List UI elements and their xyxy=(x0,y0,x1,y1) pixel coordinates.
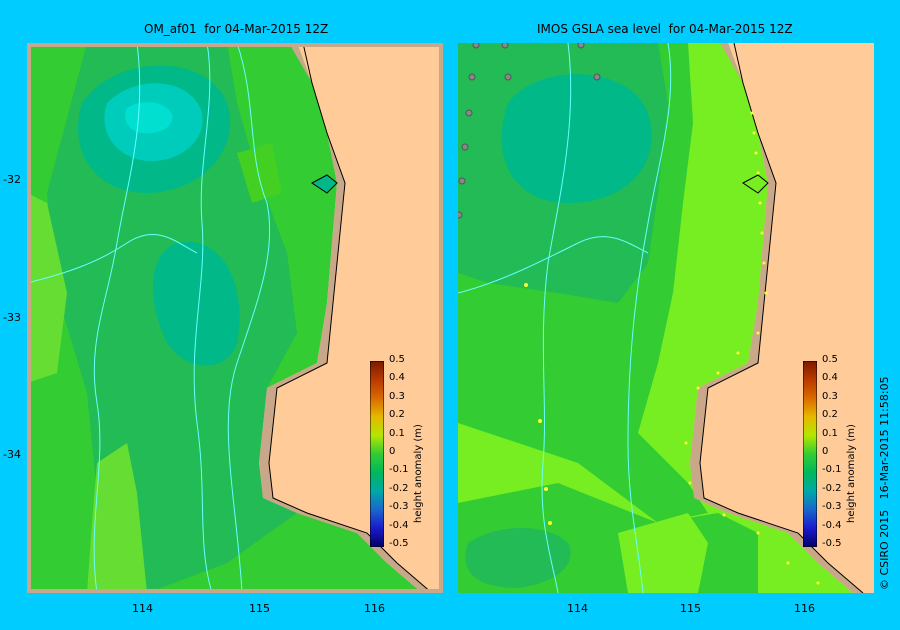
right-track-dots xyxy=(458,43,601,219)
left-cbar-tick: 0.1 xyxy=(389,428,405,439)
left-cbar-tick: -0.2 xyxy=(389,483,409,494)
y-tick-label: -32 xyxy=(3,173,21,186)
right-cbar-tick: -0.5 xyxy=(822,538,842,549)
right-cbar-tick: 0.2 xyxy=(822,409,838,420)
left-patch-positive-2 xyxy=(87,443,147,593)
left-cbar-tick: 0.2 xyxy=(389,409,405,420)
copyright-stamp: © CSIRO 2015 16-Mar-2015 11:58:05 xyxy=(878,376,891,590)
left-patch-positive-3 xyxy=(237,143,282,203)
left-colorbar-gradient xyxy=(370,361,384,547)
x-tick-label-left: 115 xyxy=(249,602,270,615)
track-dot xyxy=(458,177,466,185)
track-dot xyxy=(501,43,509,49)
right-cbar-tick: 0.5 xyxy=(822,354,838,365)
track-dot xyxy=(458,211,463,219)
right-eddy-level-m02 xyxy=(501,74,652,203)
left-cbar-tick: 0 xyxy=(389,446,396,457)
left-cbar-tick: -0.1 xyxy=(389,464,409,475)
left-colorbar-title: height anomaly (m) xyxy=(413,424,424,523)
track-dot xyxy=(593,73,601,81)
right-cbar-tick: 0.3 xyxy=(822,391,838,402)
left-panel-title: OM_af01 for 04-Mar-2015 12Z xyxy=(144,22,329,36)
right-coastline xyxy=(699,43,864,593)
track-dot xyxy=(465,109,473,117)
left-colorbar xyxy=(370,361,384,547)
track-dot xyxy=(504,73,512,81)
left-cbar-tick: -0.5 xyxy=(389,538,409,549)
x-tick-label-right: 116 xyxy=(794,602,815,615)
track-dot xyxy=(468,73,476,81)
right-colorbar xyxy=(803,361,817,547)
x-tick-label-right: 114 xyxy=(567,602,588,615)
left-current-1 xyxy=(93,43,141,593)
right-cbar-tick: -0.2 xyxy=(822,483,842,494)
right-cbar-tick: 0.4 xyxy=(822,372,838,383)
left-eddy-level-m02 xyxy=(153,241,240,366)
right-cbar-tick: -0.1 xyxy=(822,464,842,475)
track-dot xyxy=(577,43,585,49)
left-current-2 xyxy=(193,43,213,593)
left-patch-positive-1 xyxy=(27,193,67,383)
left-cbar-tick: -0.3 xyxy=(389,501,409,512)
right-cbar-tick: -0.4 xyxy=(822,520,842,531)
left-cbar-tick: 0.5 xyxy=(389,354,405,365)
track-dot xyxy=(461,143,469,151)
left-cbar-tick: -0.4 xyxy=(389,520,409,531)
left-cbar-tick: 0.3 xyxy=(389,391,405,402)
right-current-2 xyxy=(627,43,672,593)
left-land xyxy=(269,43,443,593)
right-panel-title: IMOS GSLA sea level for 04-Mar-2015 12Z xyxy=(537,22,793,36)
left-current-4 xyxy=(27,233,198,284)
right-map: 0.5 0.4 0.3 0.2 0.1 0 -0.1 -0.2 -0.3 -0.… xyxy=(458,43,874,593)
right-map-canvas xyxy=(458,43,874,593)
right-colorbar-gradient xyxy=(803,361,817,547)
right-cbar-tick: 0.1 xyxy=(822,428,838,439)
y-tick-label: -34 xyxy=(3,448,21,461)
right-eddy-sw xyxy=(465,528,571,588)
right-current-1 xyxy=(541,43,572,593)
right-estuary xyxy=(742,174,769,194)
left-estuary xyxy=(311,174,338,194)
left-map: 0.5 0.4 0.3 0.2 0.1 0 -0.1 -0.2 -0.3 -0.… xyxy=(27,43,443,593)
x-tick-label-left: 116 xyxy=(364,602,385,615)
left-current-3 xyxy=(227,43,271,593)
x-tick-label-right: 115 xyxy=(680,602,701,615)
track-dot xyxy=(472,43,480,49)
right-cbar-tick: 0 xyxy=(822,446,829,457)
left-map-canvas xyxy=(27,43,443,593)
right-coastal-dots xyxy=(524,111,820,585)
right-current-3 xyxy=(458,236,649,294)
left-coastline xyxy=(268,43,433,593)
left-eddy-nw-core xyxy=(125,102,173,134)
right-land xyxy=(700,43,874,593)
right-colorbar-title: height anomaly (m) xyxy=(846,424,857,523)
y-tick-label: -33 xyxy=(3,311,21,324)
left-cbar-tick: 0.4 xyxy=(389,372,405,383)
right-cbar-tick: -0.3 xyxy=(822,501,842,512)
x-tick-label-left: 114 xyxy=(132,602,153,615)
